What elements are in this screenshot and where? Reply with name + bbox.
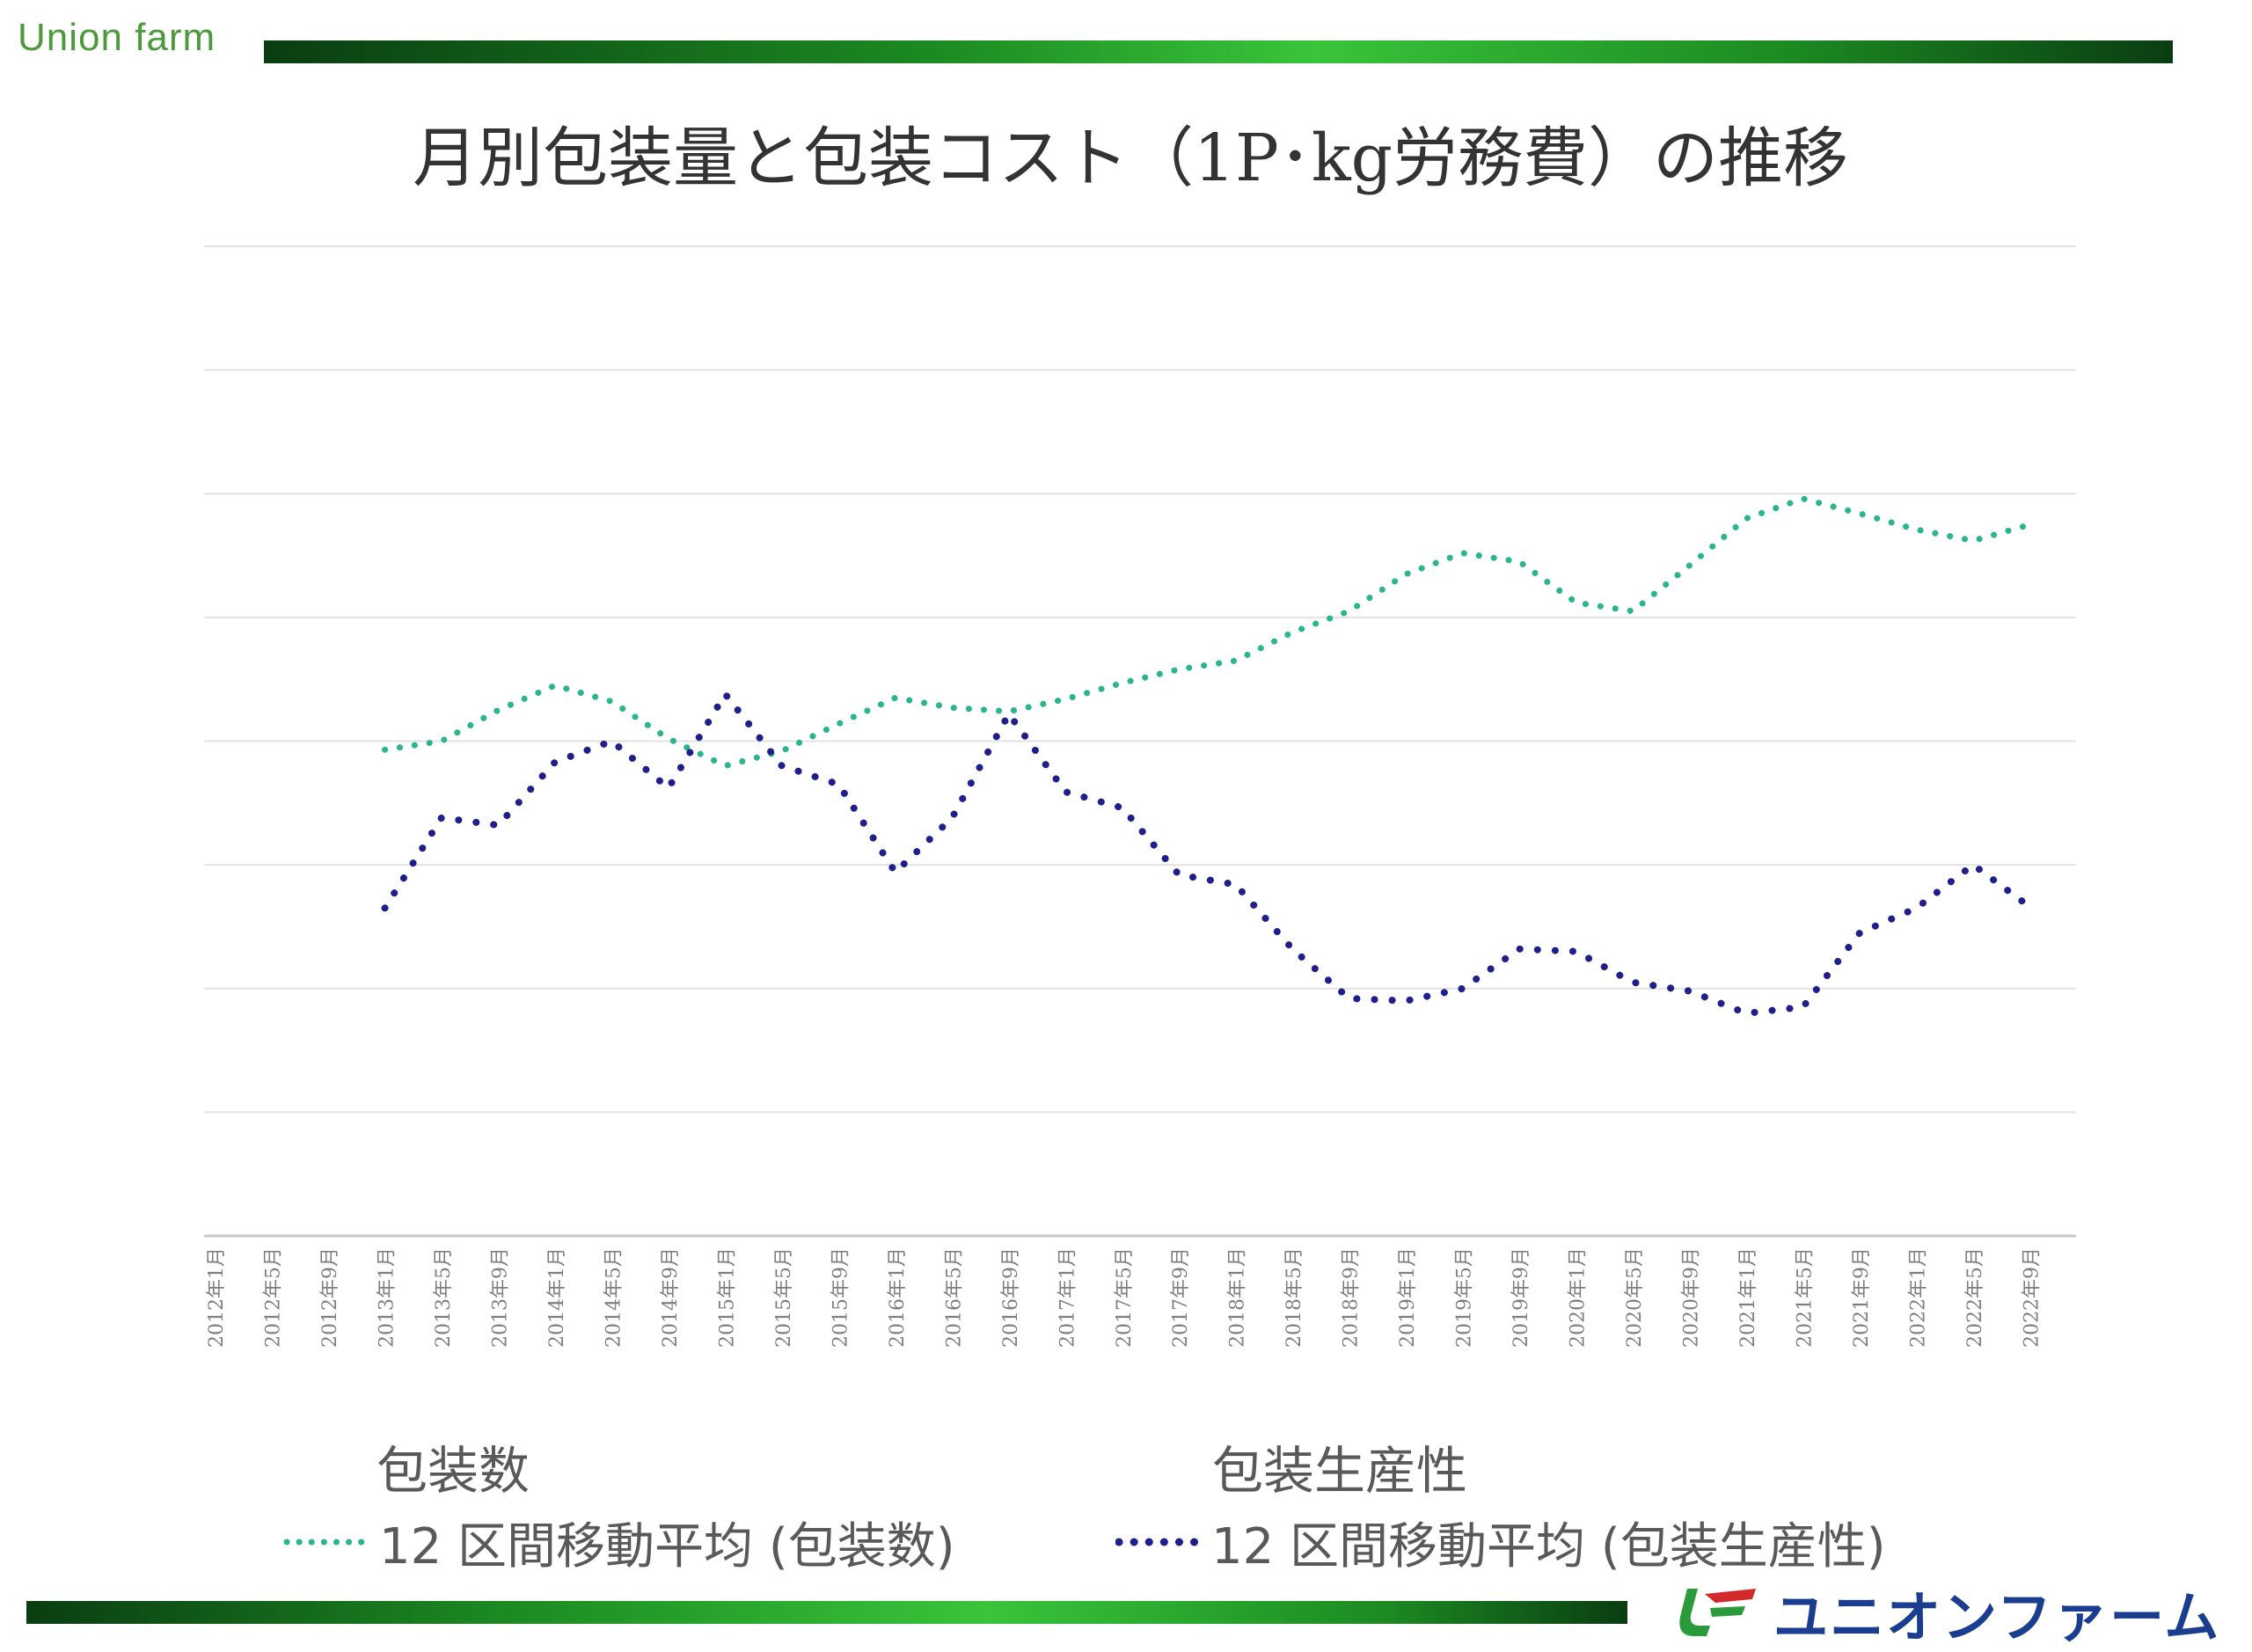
bottom-accent-bar [26,1601,1627,1624]
x-tick-label: 2014年5月 [603,1247,625,1348]
x-tick-label: 2017年5月 [1114,1247,1136,1348]
x-tick-label: 2012年9月 [319,1247,341,1348]
legend-label-packaging-productivity: 12 区間移動平均 (包装生産性) [1211,1507,1886,1578]
x-tick-label: 2020年5月 [1624,1247,1646,1348]
logo-text: ユニオンファーム [1773,1573,2220,1652]
legend-swatch-navy [1115,1538,1199,1546]
legend-swatch-green [283,1538,367,1546]
x-tick-label: 2019年9月 [1510,1247,1532,1348]
x-tick-label: 2020年9月 [1681,1247,1703,1348]
x-tick-label: 2022年9月 [2022,1247,2044,1348]
line-chart: 2012年1月 2012年5月 2012年9月 2013年1月 2013年5月 2013年… [0,0,2252,1425]
x-tick-label: 2014年9月 [660,1247,682,1348]
series-line-packaging-count [385,499,2030,766]
x-tick-label: 2017年9月 [1170,1247,1192,1348]
x-tick-label: 2013年5月 [433,1247,455,1348]
x-tick-label: 2013年1月 [376,1247,398,1348]
series-lines [384,499,2029,1013]
x-tick-label: 2022年5月 [1964,1247,1986,1348]
x-tick-label: 2021年9月 [1851,1247,1873,1348]
legend-label-packaging-count: 12 区間移動平均 (包装数) [379,1507,955,1578]
x-tick-label: 2016年9月 [1000,1247,1022,1348]
x-tick-label: 2013年9月 [489,1247,511,1348]
x-tick-label: 2018年1月 [1227,1247,1249,1348]
x-tick-labels: 2012年1月 2012年5月 2012年9月 2013年1月 2013年5月 2013年… [206,1247,2044,1348]
series-caption-packaging-count: 包装数 [377,1429,530,1503]
x-tick-label: 2012年1月 [206,1247,228,1348]
legend-item-packaging-count: 12 区間移動平均 (包装数) [283,1511,955,1573]
company-logo: ユニオンファーム [1671,1582,2220,1643]
x-tick-label: 2019年1月 [1397,1247,1419,1348]
x-tick-label: 2015年9月 [830,1247,852,1348]
x-tick-label: 2018年5月 [1283,1247,1305,1348]
union-farm-logo-mark [1671,1582,1759,1643]
x-tick-label: 2020年1月 [1568,1247,1590,1348]
x-tick-label: 2017年1月 [1057,1247,1078,1348]
x-tick-label: 2016年5月 [943,1247,965,1348]
x-tick-label: 2019年5月 [1454,1247,1476,1348]
x-tick-label: 2012年5月 [262,1247,284,1348]
x-tick-label: 2021年5月 [1795,1247,1817,1348]
x-tick-label: 2014年1月 [546,1247,568,1348]
x-tick-label: 2015年1月 [716,1247,738,1348]
x-tick-label: 2016年1月 [887,1247,909,1348]
series-line-packaging-productivity [385,694,2030,1013]
series-caption-packaging-productivity: 包装生産性 [1212,1429,1467,1503]
x-tick-label: 2018年9月 [1341,1247,1363,1348]
x-tick-label: 2015年5月 [773,1247,795,1348]
gridlines [204,246,2076,1236]
x-tick-label: 2021年1月 [1737,1247,1759,1348]
legend-item-packaging-productivity: 12 区間移動平均 (包装生産性) [1115,1511,1886,1573]
x-tick-label: 2022年1月 [1908,1247,1930,1348]
